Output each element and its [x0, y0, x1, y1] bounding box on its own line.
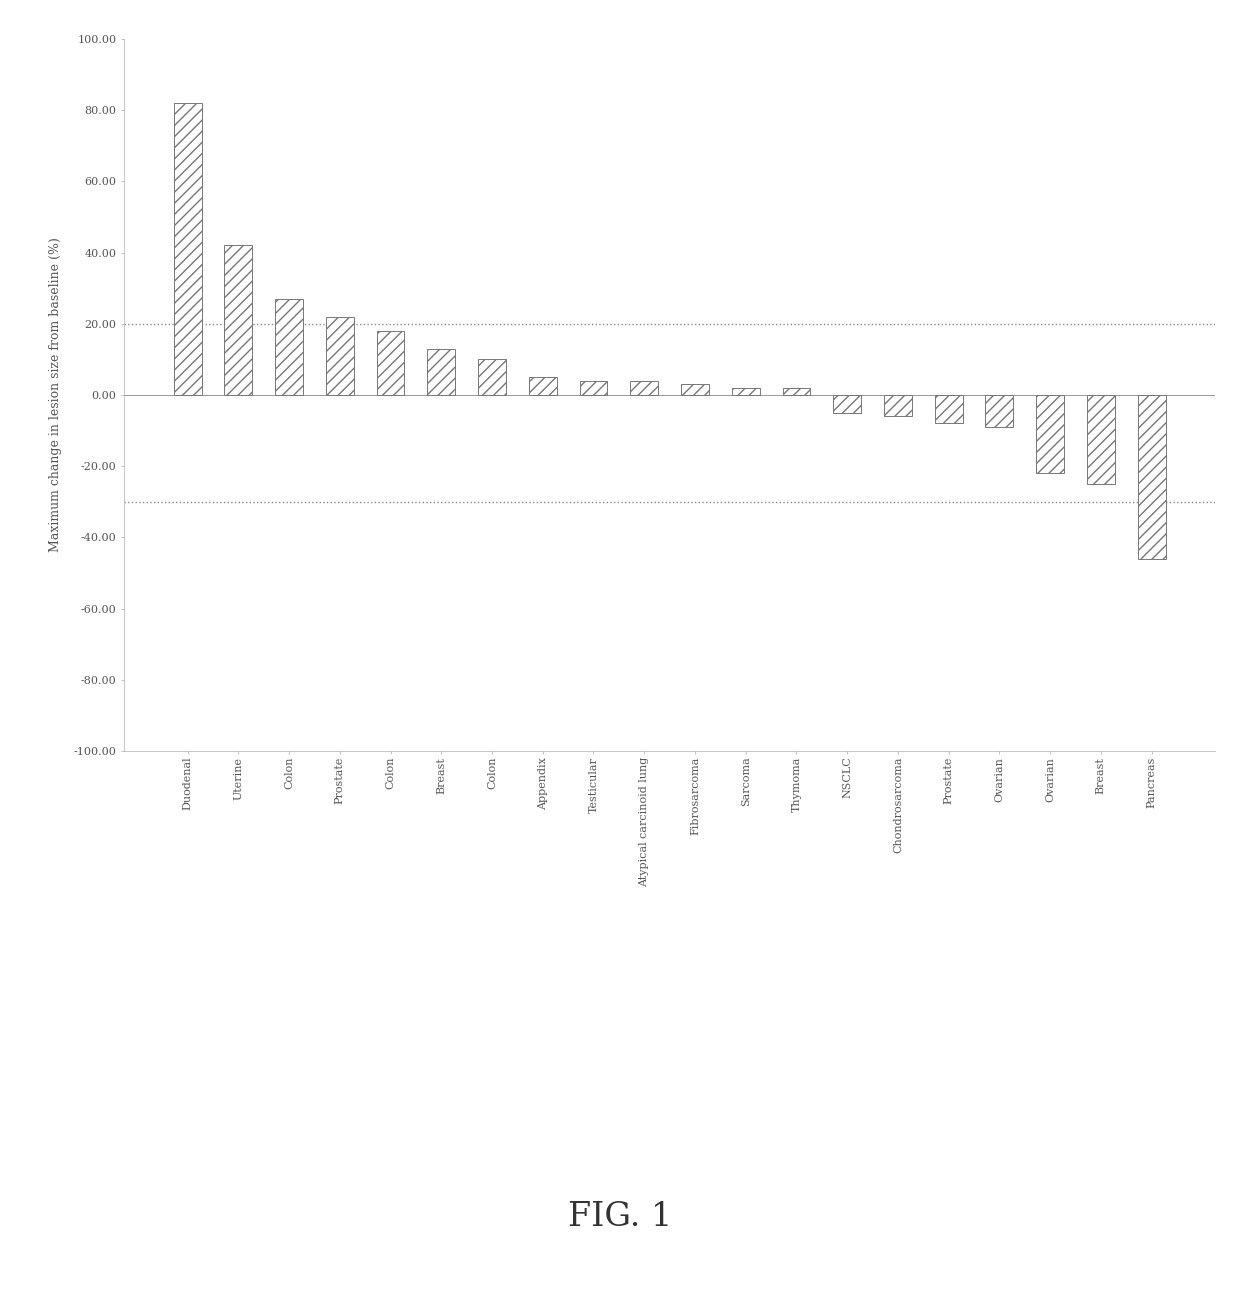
Bar	[782, 388, 811, 395]
Bar	[174, 104, 202, 395]
Bar	[377, 332, 404, 395]
Bar	[275, 299, 303, 395]
Bar	[986, 395, 1013, 427]
Bar	[630, 381, 658, 395]
Bar	[326, 317, 353, 395]
Bar	[579, 381, 608, 395]
Bar	[224, 246, 252, 395]
Bar	[1137, 395, 1166, 559]
Bar	[681, 385, 709, 395]
Bar	[833, 395, 861, 413]
Bar	[1037, 395, 1064, 474]
Y-axis label: Maximum change in lesion size from baseline (%): Maximum change in lesion size from basel…	[50, 237, 62, 553]
Bar	[732, 388, 760, 395]
Bar	[884, 395, 911, 417]
Bar	[428, 348, 455, 395]
Bar	[935, 395, 962, 423]
Bar	[479, 360, 506, 395]
Bar	[1087, 395, 1115, 484]
Text: FIG. 1: FIG. 1	[568, 1202, 672, 1233]
Bar	[528, 377, 557, 395]
